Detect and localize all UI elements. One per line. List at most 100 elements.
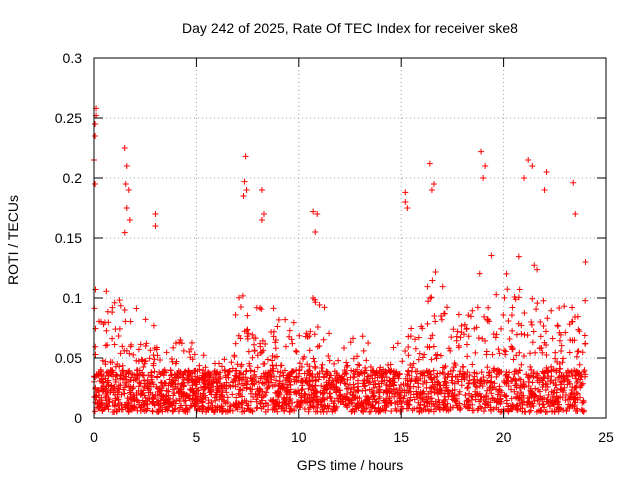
data-point: [278, 362, 285, 369]
data-point: [95, 372, 102, 379]
data-point: [425, 298, 432, 305]
data-point: [232, 404, 239, 411]
data-point: [139, 371, 146, 378]
data-point: [172, 405, 179, 412]
data-point: [502, 372, 509, 379]
data-point: [258, 394, 265, 401]
data-point: [569, 384, 576, 391]
data-point: [335, 357, 342, 364]
data-point: [544, 396, 551, 403]
data-point: [111, 383, 118, 390]
data-point: [349, 408, 356, 415]
data-point: [237, 303, 244, 310]
data-point: [488, 252, 495, 259]
data-point: [529, 295, 536, 302]
data-point: [168, 371, 175, 378]
data-point: [538, 345, 545, 352]
chart-title: Day 242 of 2025, Rate Of TEC Index for r…: [182, 20, 518, 36]
data-point: [111, 299, 118, 306]
data-point: [128, 341, 135, 348]
data-point: [369, 402, 376, 409]
data-point: [265, 379, 272, 386]
data-point: [99, 357, 106, 364]
data-point: [415, 384, 422, 391]
data-point: [521, 331, 528, 338]
data-point: [241, 397, 248, 404]
data-point: [213, 369, 220, 376]
data-point: [451, 392, 458, 399]
data-point: [298, 394, 305, 401]
data-point: [243, 187, 250, 193]
data-point: [419, 381, 426, 388]
data-point: [421, 402, 428, 409]
data-point: [399, 358, 406, 365]
data-point: [449, 373, 456, 380]
data-point: [125, 368, 132, 375]
data-point: [310, 355, 317, 362]
data-point: [427, 335, 434, 342]
data-point: [407, 394, 414, 401]
data-point: [161, 368, 168, 375]
data-point: [551, 408, 558, 415]
data-point: [206, 389, 213, 396]
data-point: [180, 382, 187, 389]
data-point: [199, 370, 206, 377]
data-point: [443, 379, 450, 386]
data-point: [376, 370, 383, 377]
data-point: [375, 389, 382, 396]
data-point: [458, 329, 465, 336]
data-point: [528, 388, 535, 395]
data-point: [127, 376, 134, 383]
data-point: [137, 404, 144, 411]
data-point: [527, 363, 534, 370]
data-point: [314, 211, 321, 217]
data-point: [133, 389, 140, 396]
data-point: [363, 367, 370, 374]
data-point: [469, 307, 476, 314]
data-point: [181, 398, 188, 405]
data-point: [269, 352, 276, 359]
data-point: [563, 408, 570, 415]
data-point: [571, 313, 578, 320]
data-point: [212, 391, 219, 398]
data-point: [157, 371, 164, 378]
data-point: [532, 349, 539, 356]
data-point: [404, 398, 411, 405]
data-point: [407, 333, 414, 340]
data-point: [444, 374, 451, 381]
data-point: [397, 382, 404, 389]
data-point: [402, 189, 409, 196]
data-point: [337, 379, 344, 386]
data-point: [571, 394, 578, 401]
data-point: [428, 388, 435, 395]
data-point: [203, 408, 210, 415]
data-point: [506, 335, 513, 342]
data-point: [282, 367, 289, 374]
data-point: [154, 373, 161, 380]
data-point: [112, 326, 119, 333]
data-point: [257, 386, 264, 393]
data-point: [478, 369, 485, 376]
data-point: [191, 368, 198, 375]
data-point: [114, 361, 121, 368]
data-point: [189, 385, 196, 392]
data-point: [96, 392, 103, 399]
data-point: [447, 347, 454, 354]
data-point: [318, 365, 325, 372]
data-point: [431, 312, 438, 319]
data-point: [461, 321, 468, 328]
data-point: [542, 387, 549, 394]
data-point: [112, 363, 119, 370]
data-point: [99, 399, 106, 406]
data-point: [479, 335, 486, 342]
data-point: [162, 397, 169, 404]
data-point: [367, 363, 374, 370]
data-point: [464, 385, 471, 392]
data-point: [237, 392, 244, 399]
data-point: [552, 382, 559, 389]
data-point: [176, 395, 183, 402]
axis-ticks: 0 0.05 0.1 0.15 0.2 0.25 0.3 0 5 10 15 20 25: [55, 50, 614, 445]
data-point: [448, 377, 455, 384]
data-point: [428, 356, 435, 363]
x-tick-label: 10: [291, 429, 307, 445]
